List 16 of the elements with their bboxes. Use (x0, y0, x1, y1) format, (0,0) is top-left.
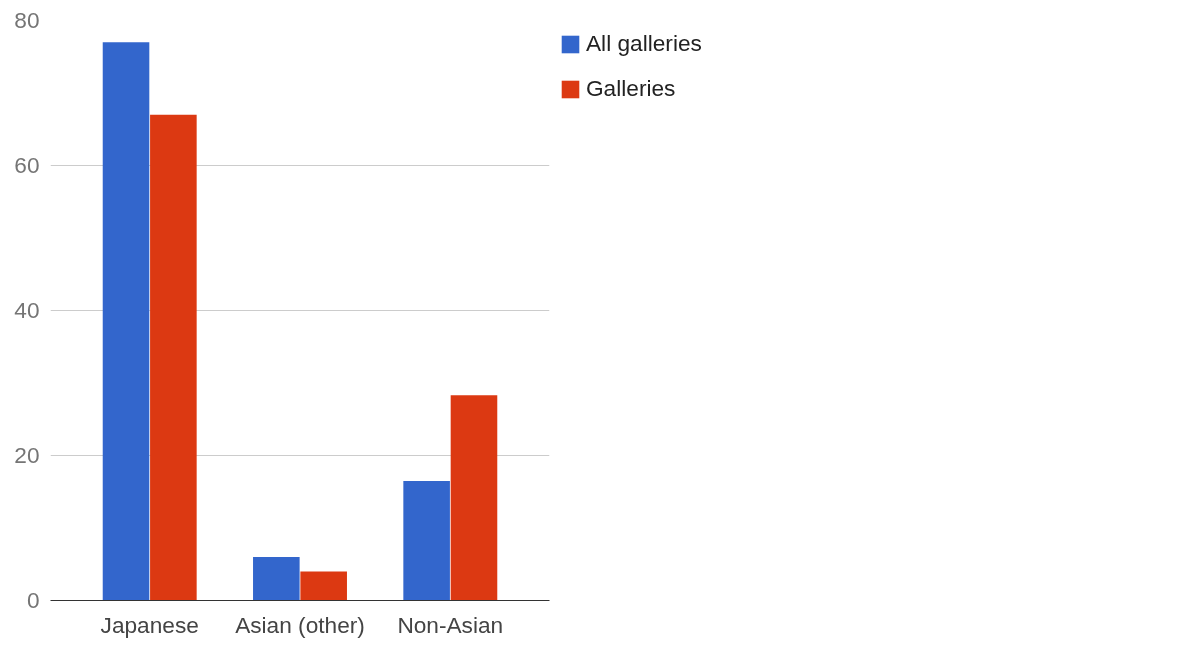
y-tick-label: 0 (26, 587, 40, 613)
x-tick-label: Non-Asian (397, 611, 504, 638)
bar (450, 395, 498, 601)
bar (300, 571, 347, 601)
bar (253, 557, 300, 601)
bar (150, 114, 197, 601)
y-tick-label: 60 (14, 152, 40, 178)
bar (102, 42, 150, 601)
y-tick-label: 20 (14, 442, 40, 468)
x-tick-label: Japanese (100, 611, 199, 638)
y-tick-label: 40 (14, 297, 40, 323)
y-tick-label: 80 (14, 7, 40, 33)
legend-label: All galleries (586, 30, 702, 57)
legend-label: Galleries (586, 75, 676, 102)
bar (403, 480, 450, 601)
x-tick-label: Asian (other) (235, 611, 365, 638)
